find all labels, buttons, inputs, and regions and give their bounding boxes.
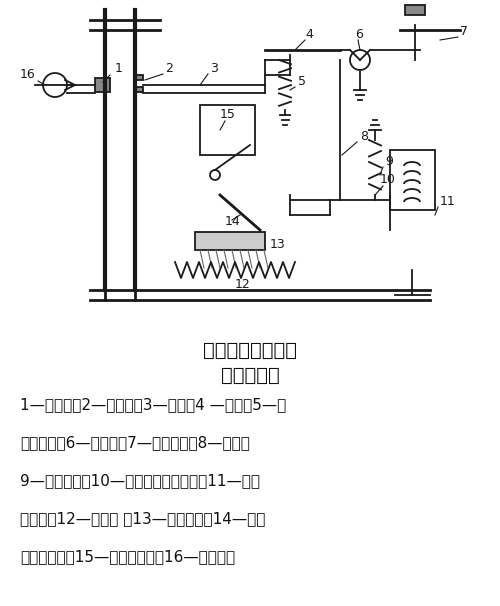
Bar	[95, 78, 110, 92]
Text: 5: 5	[298, 75, 306, 88]
Text: 9: 9	[385, 155, 393, 168]
Text: 脱扣器衔铁；15—电磁脱扣器；16—接通按钮: 脱扣器衔铁；15—电磁脱扣器；16—接通按钮	[20, 550, 235, 565]
Text: 1: 1	[115, 62, 123, 75]
Text: 8: 8	[360, 130, 368, 143]
Text: 15: 15	[220, 108, 236, 121]
Text: 12: 12	[235, 278, 251, 291]
Text: 16: 16	[20, 68, 36, 81]
Text: 9—拉力弹簧；10—欠电压脱扣器衔铁；11—欠压: 9—拉力弹簧；10—欠电压脱扣器衔铁；11—欠压	[20, 473, 260, 488]
Bar	[200, 105, 255, 155]
Text: 14: 14	[225, 215, 241, 228]
Text: 2: 2	[165, 62, 173, 75]
Bar	[135, 75, 143, 80]
Text: 3: 3	[210, 62, 218, 75]
Bar	[135, 87, 143, 92]
Text: 脱扣器；12—热元件 ；13—双金属片；14—电磁: 脱扣器；12—热元件 ；13—双金属片；14—电磁	[20, 511, 266, 527]
Text: 10: 10	[380, 173, 396, 186]
Bar	[405, 5, 425, 15]
Text: 作用弹簧；6—转轴座；7—分断按钮；8—杆杆；: 作用弹簧；6—转轴座；7—分断按钮；8—杆杆；	[20, 436, 250, 450]
Text: 7: 7	[460, 25, 468, 38]
Text: 低压断路器的工作: 低压断路器的工作	[203, 341, 297, 359]
Text: 1—动触头；2—静触头；3—锁扣；4 —搭钩；5—反: 1—动触头；2—静触头；3—锁扣；4 —搭钩；5—反	[20, 398, 286, 413]
Text: 11: 11	[440, 195, 456, 208]
Bar	[195, 232, 265, 250]
Text: 6: 6	[355, 28, 363, 41]
Text: 4: 4	[305, 28, 313, 41]
Text: 原理示意图: 原理示意图	[220, 365, 280, 384]
Text: 13: 13	[270, 238, 286, 251]
Bar	[390, 150, 435, 210]
